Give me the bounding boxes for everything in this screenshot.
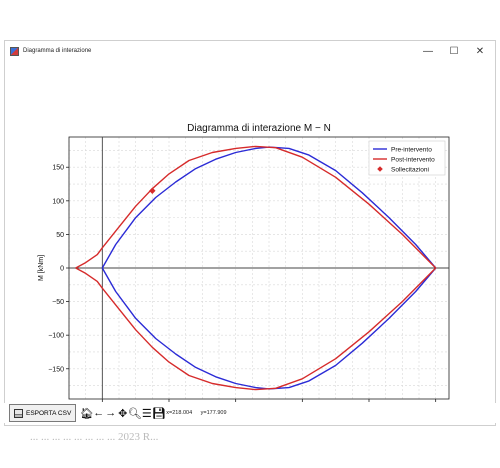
- y-tick-label: 0: [60, 266, 64, 273]
- y-tick-label: 150: [52, 165, 64, 172]
- plot-toolbar: ESPORTA CSV 🏠︎ ← → ✥ 🔍︎ ☰ 💾︎ x=218.004 y…: [4, 403, 496, 423]
- floppy-disk-icon: [14, 408, 23, 418]
- caption-text: ... ... ... ... ... ... ... ... 2023 R..…: [30, 431, 159, 443]
- window-title: Diagramma di interazione: [23, 48, 92, 54]
- cursor-readout: x=218.004 y=177.909: [166, 410, 233, 416]
- forward-arrow-icon[interactable]: →: [105, 407, 117, 419]
- y-tick-label: −150: [48, 366, 64, 373]
- y-axis-label: M [kNm]: [38, 255, 45, 281]
- close-button[interactable]: ✕: [475, 45, 485, 57]
- back-arrow-icon[interactable]: ←: [93, 407, 105, 419]
- plot-window: Diagramma di interazione — ☐ ✕ Diagramma…: [4, 40, 496, 426]
- configure-icon[interactable]: ☰: [141, 407, 152, 420]
- pan-icon[interactable]: ✥: [118, 407, 128, 420]
- export-csv-label: ESPORTA CSV: [26, 409, 72, 417]
- y-tick-label: −50: [52, 299, 64, 306]
- legend-label: Sollecitazioni: [391, 167, 429, 174]
- title-bar[interactable]: Diagramma di interazione — ☐ ✕: [5, 41, 495, 61]
- x-readout: x=218.004: [166, 410, 193, 416]
- y-tick-label: 100: [52, 198, 64, 205]
- maximize-button[interactable]: ☐: [449, 45, 459, 57]
- interaction-chart[interactable]: Diagramma di interazione M − N0200400600…: [9, 77, 491, 427]
- zoom-icon[interactable]: 🔍︎: [127, 407, 142, 420]
- save-icon[interactable]: 💾︎: [151, 407, 166, 420]
- app-icon: [10, 46, 19, 56]
- chart-title: Diagramma di interazione M − N: [187, 123, 331, 134]
- sollecitazione-point: [149, 187, 156, 194]
- home-icon[interactable]: 🏠︎: [79, 407, 94, 420]
- series-post-intervento: [75, 145, 437, 391]
- plot-area[interactable]: Diagramma di interazione M − N0200400600…: [9, 77, 491, 427]
- legend-label: Pre-intervento: [391, 147, 432, 154]
- y-readout: y=177.909: [200, 410, 227, 416]
- window-controls: — ☐ ✕: [415, 41, 493, 61]
- legend-swatch: [377, 166, 383, 172]
- y-tick-label: 50: [56, 232, 64, 239]
- y-tick-label: −100: [48, 333, 64, 340]
- export-csv-button[interactable]: ESPORTA CSV: [9, 404, 77, 422]
- legend-label: Post-intervento: [391, 157, 435, 164]
- minimize-button[interactable]: —: [423, 45, 433, 57]
